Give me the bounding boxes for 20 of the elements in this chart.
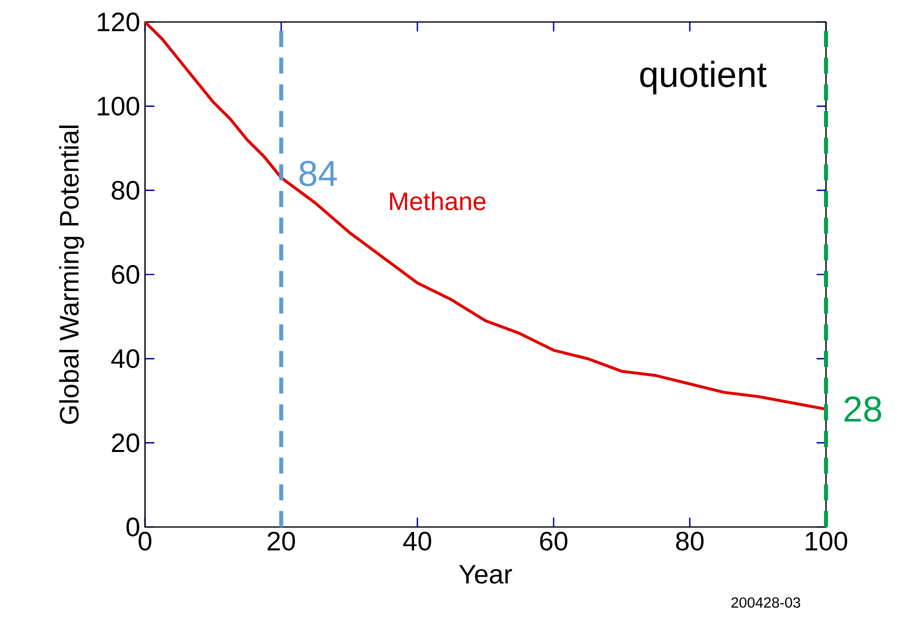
x-tick-label: 80: [676, 532, 704, 551]
y-tick-label: 60: [112, 265, 140, 284]
y-tick-label: 80: [112, 180, 140, 200]
x-tick-label: 40: [403, 532, 432, 551]
x-tick-label: 60: [540, 532, 568, 551]
y-tick-label: 120: [98, 12, 140, 32]
y-tick-label: 100: [98, 96, 140, 116]
y-axis-title: Global Warming Potential: [59, 126, 84, 424]
series-label: Methane: [390, 192, 486, 210]
x-tick-label: 100: [806, 532, 848, 551]
annotation: 84: [299, 160, 337, 186]
y-tick-label: 40: [111, 349, 140, 368]
y-tick-label: 20: [112, 433, 140, 452]
text: 200428-03: [731, 597, 800, 608]
x-axis-title: Year: [459, 565, 512, 584]
x-tick-label: 20: [268, 532, 295, 551]
y-tick-label: 0: [126, 518, 140, 536]
annotation: 28: [844, 396, 882, 422]
x-tick-label: 0: [138, 532, 152, 551]
annotation: quotient: [640, 60, 767, 94]
